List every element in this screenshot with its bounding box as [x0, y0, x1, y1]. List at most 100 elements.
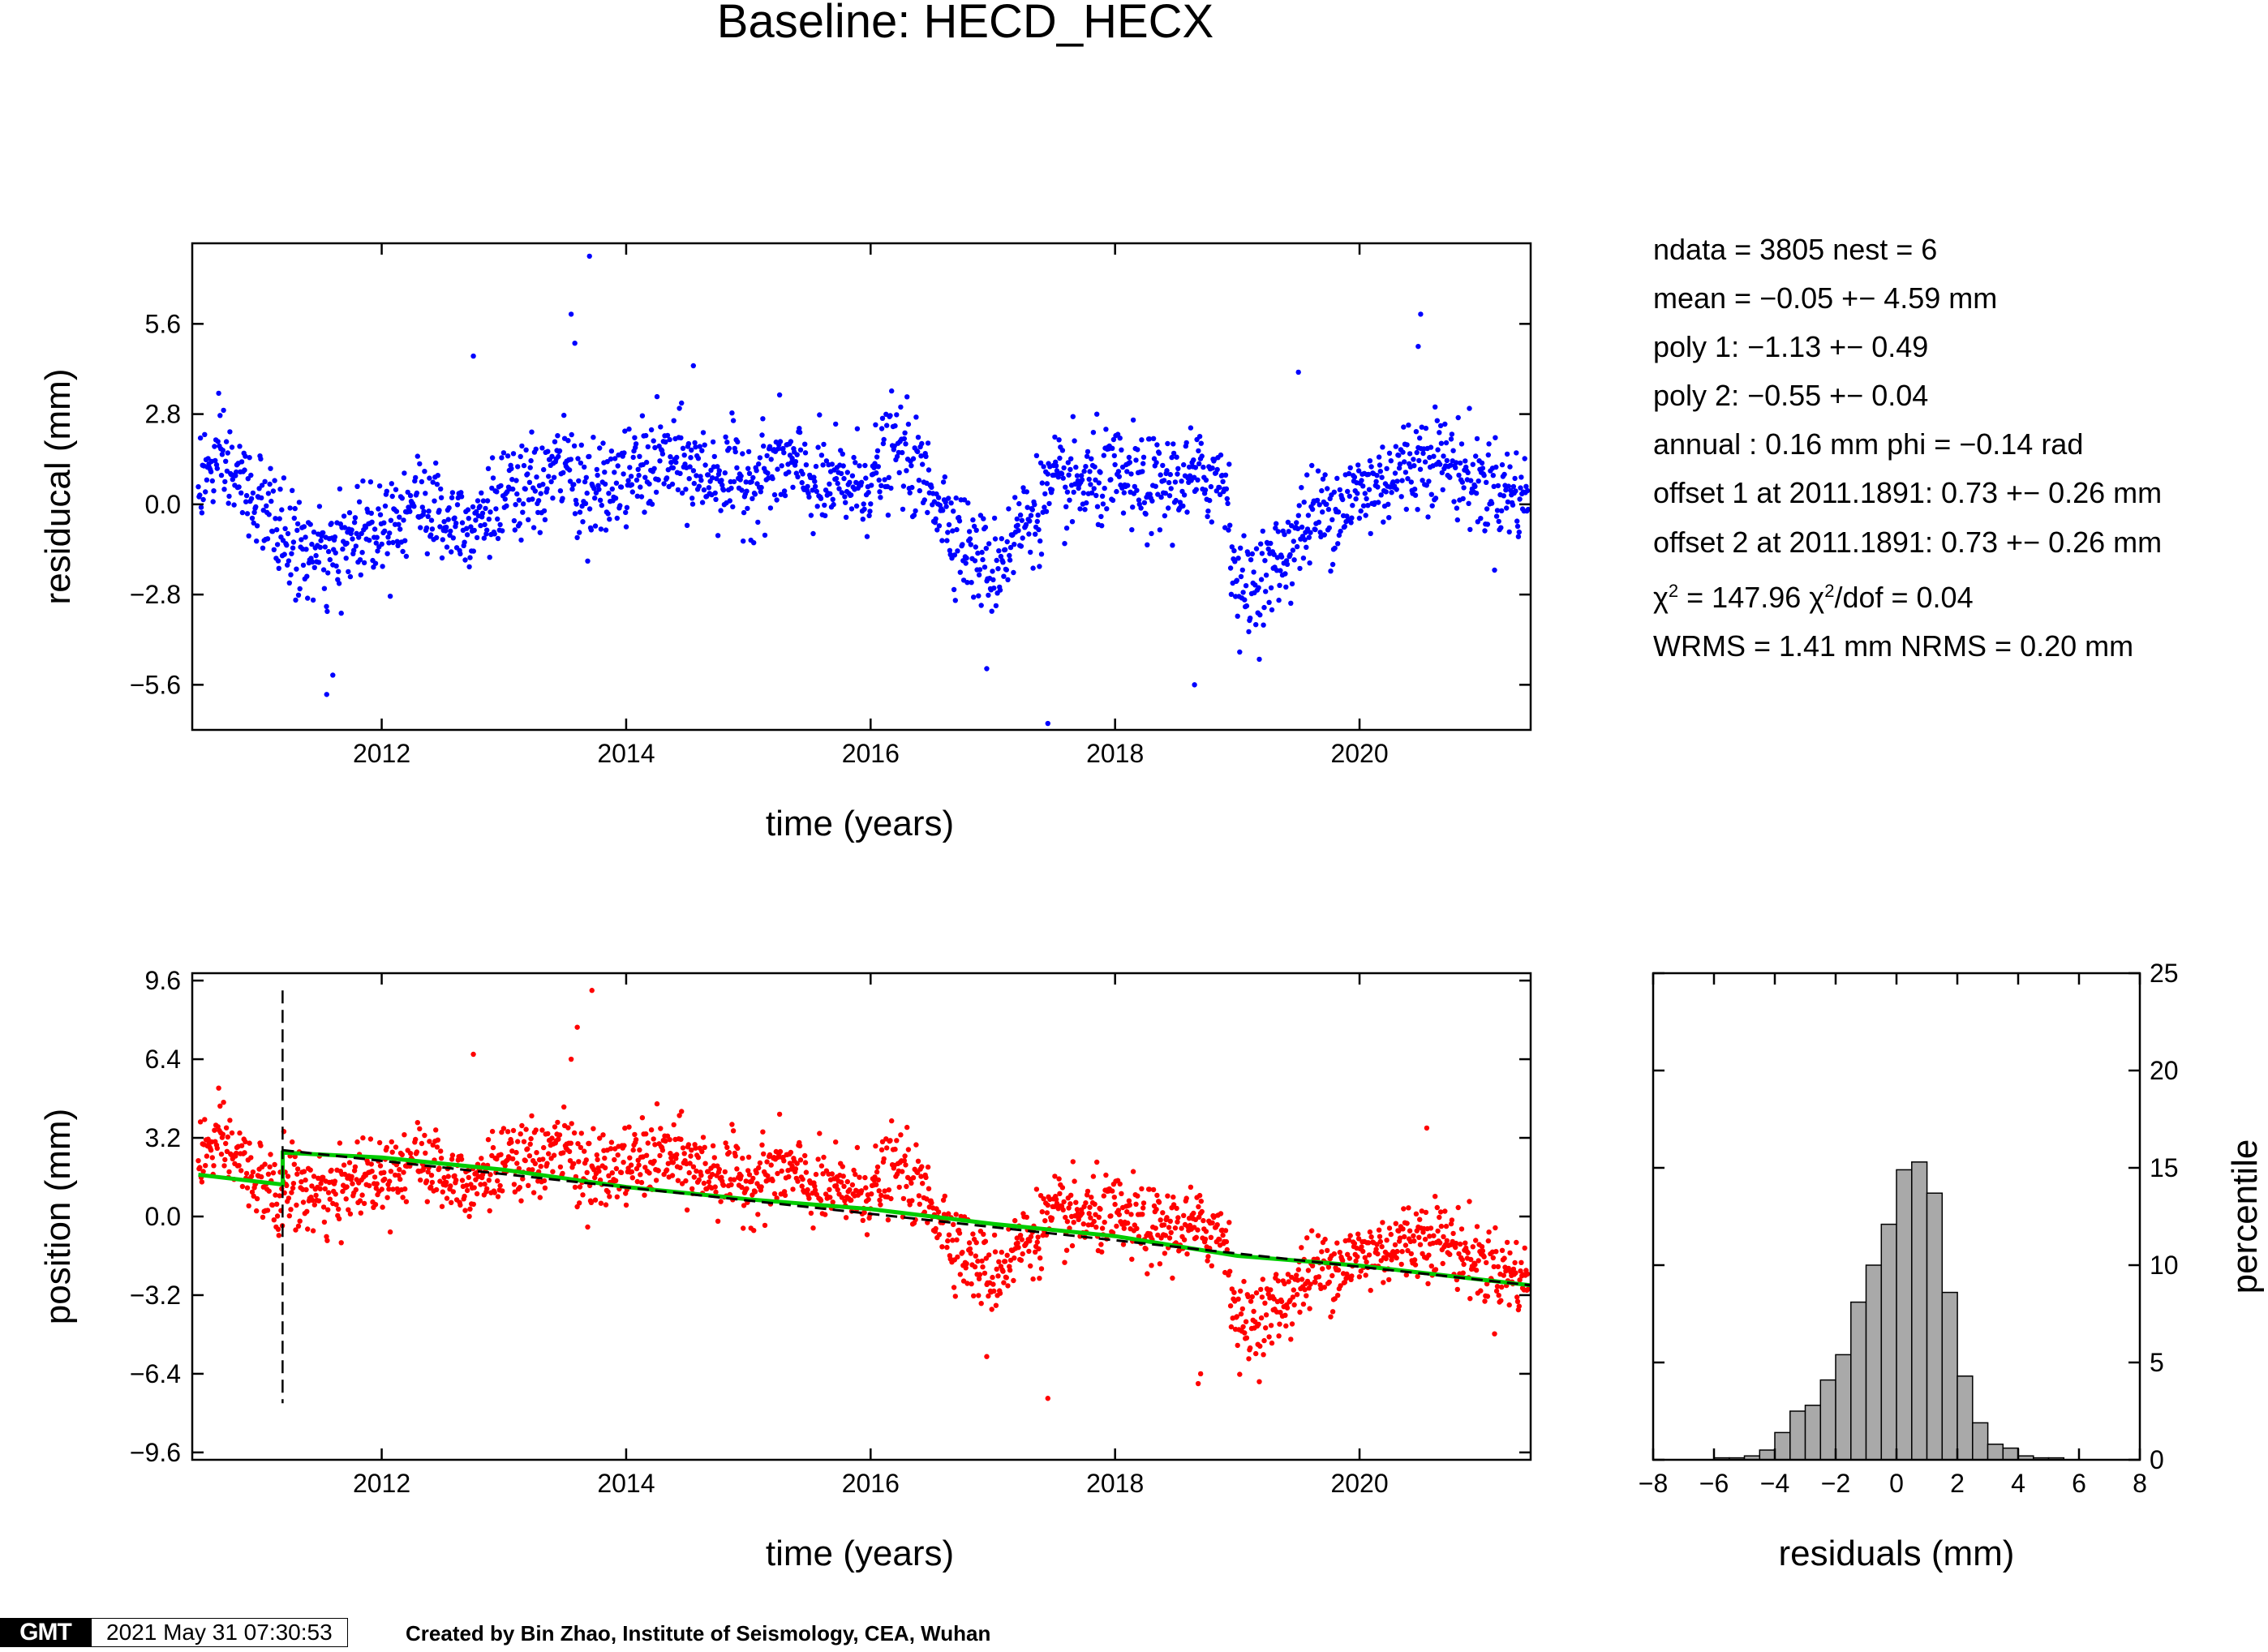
- position-point: [1300, 1301, 1307, 1307]
- residual-point: [731, 478, 737, 485]
- position-point: [1494, 1284, 1501, 1289]
- residual-point: [900, 483, 907, 489]
- residual-point: [1157, 527, 1163, 533]
- residual-point: [1187, 473, 1193, 478]
- residual-point: [305, 595, 311, 601]
- residual-point: [1260, 528, 1266, 534]
- position-point: [677, 1165, 683, 1171]
- residual-point: [1179, 478, 1184, 484]
- residual-point: [888, 485, 894, 491]
- residual-point: [448, 528, 453, 534]
- position-point: [1337, 1250, 1343, 1255]
- residual-point: [1119, 447, 1124, 453]
- residual-point: [1320, 476, 1326, 482]
- residual-point: [1015, 522, 1020, 528]
- residual-point: [221, 487, 227, 492]
- residual-point: [935, 495, 942, 500]
- residual-point: [1191, 457, 1196, 463]
- residual-point: [573, 501, 579, 507]
- position-point: [1143, 1246, 1149, 1252]
- residual-point: [1164, 468, 1170, 474]
- position-point: [284, 1182, 290, 1189]
- position-point: [866, 1196, 871, 1203]
- residual-point: [701, 487, 707, 493]
- residual-point: [264, 536, 271, 542]
- position-point: [474, 1191, 480, 1197]
- residual-point: [759, 432, 765, 438]
- residual-point: [1368, 530, 1373, 537]
- position-point: [1496, 1293, 1501, 1298]
- position-point: [639, 1115, 646, 1121]
- residual-point: [1146, 436, 1153, 442]
- position-point: [925, 1164, 931, 1170]
- position-point: [390, 1186, 396, 1192]
- position-point: [1103, 1172, 1109, 1178]
- position-point: [1038, 1266, 1045, 1272]
- residual-point: [689, 496, 695, 501]
- residual-point: [1062, 541, 1067, 547]
- histogram-bar: [1972, 1422, 1989, 1461]
- residual-point: [360, 478, 366, 484]
- position-point: [513, 1149, 519, 1156]
- residual-point: [586, 506, 593, 512]
- position-point: [321, 1219, 328, 1225]
- position-point: [1012, 1255, 1017, 1261]
- position-point: [1394, 1255, 1399, 1261]
- residual-point: [530, 496, 535, 502]
- residual-point: [1467, 405, 1472, 411]
- residual-point: [1055, 474, 1061, 480]
- position-point: [1425, 1281, 1431, 1287]
- residual-point: [970, 517, 976, 523]
- position-point: [735, 1145, 741, 1152]
- position-point: [222, 1156, 228, 1163]
- position-point: [1411, 1238, 1417, 1244]
- residual-point: [1503, 487, 1509, 493]
- position-point: [982, 1238, 989, 1244]
- position-point: [1166, 1225, 1172, 1230]
- residual-point: [438, 486, 444, 492]
- position-point: [702, 1144, 707, 1151]
- position-point: [916, 1193, 922, 1199]
- residual-point: [698, 474, 703, 479]
- position-point: [274, 1201, 280, 1208]
- residual-point: [961, 497, 968, 503]
- position-point: [612, 1156, 617, 1163]
- residual-point: [1130, 417, 1136, 423]
- position-point: [1411, 1257, 1418, 1263]
- residual-point: [1153, 460, 1159, 466]
- position-point: [550, 1169, 556, 1174]
- residual-point: [489, 485, 495, 491]
- residual-point: [541, 508, 548, 514]
- position-point: [1093, 1225, 1099, 1230]
- position-point: [1295, 1267, 1302, 1272]
- residual-point: [268, 466, 273, 471]
- residual-point: [979, 549, 985, 556]
- residual-point: [274, 542, 281, 547]
- residual-point: [996, 548, 1002, 554]
- residual-point: [574, 534, 580, 541]
- residual-point: [1360, 483, 1366, 489]
- position-point: [1062, 1259, 1067, 1265]
- position-point: [236, 1163, 242, 1169]
- residual-point: [1110, 445, 1115, 451]
- residual-point: [955, 548, 960, 554]
- position-point: [812, 1183, 818, 1189]
- residual-point: [946, 521, 952, 528]
- position-point: [1231, 1289, 1237, 1295]
- residual-point: [1378, 492, 1384, 498]
- residual-point: [1321, 532, 1328, 538]
- position-point: [1134, 1225, 1140, 1232]
- residual-point: [1258, 541, 1264, 547]
- y-tick-label: 0.0: [145, 490, 181, 519]
- position-point: [435, 1137, 440, 1143]
- position-point: [526, 1153, 533, 1159]
- residual-point: [628, 474, 634, 479]
- residual-point: [346, 569, 351, 575]
- residual-point: [413, 474, 419, 481]
- position-point: [1088, 1215, 1093, 1221]
- position-point: [739, 1184, 745, 1191]
- position-point: [1003, 1275, 1010, 1281]
- residual-point: [842, 494, 848, 500]
- position-point: [376, 1139, 383, 1146]
- residual-point: [948, 500, 954, 506]
